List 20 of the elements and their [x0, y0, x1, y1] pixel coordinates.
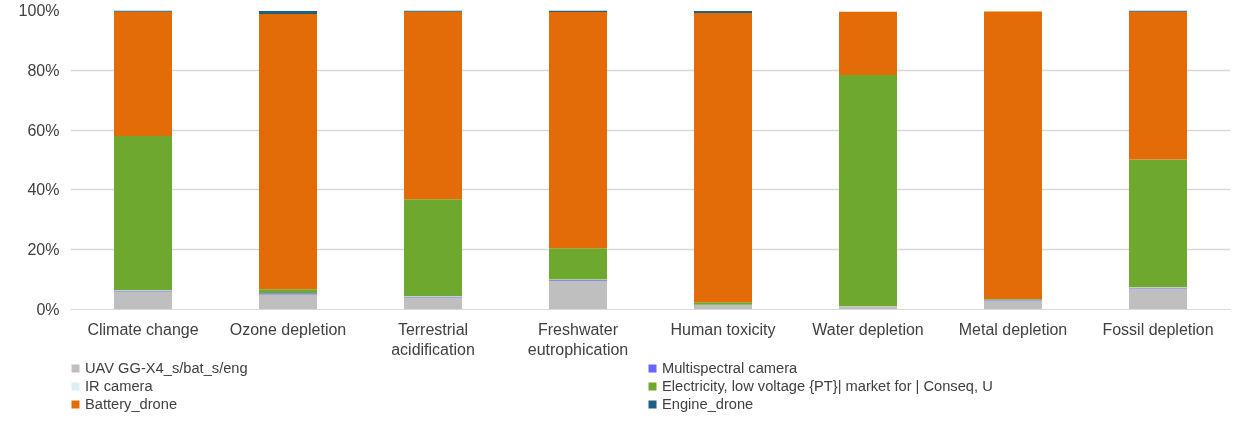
- legend-label: UAV GG-X4_s/bat_s/eng: [85, 360, 249, 376]
- x-tick-label: Climate change: [87, 320, 199, 338]
- x-tick-label: Freshwater eutrophication: [527, 320, 629, 358]
- y-tick-label: 80%: [27, 61, 60, 79]
- legend-label: IR camera: [85, 378, 154, 394]
- y-tick-label: 100%: [18, 2, 60, 19]
- x-tick-label: Fossil depletion: [1102, 320, 1214, 338]
- y-tick-label: 60%: [27, 121, 60, 139]
- y-tick-label: 40%: [27, 181, 60, 199]
- y-tick-label: 20%: [27, 241, 60, 259]
- legend-label: Electricity, low voltage {PT}| market for | Conseq, U: [662, 378, 994, 394]
- x-tick-label: Metal depletion: [958, 320, 1068, 338]
- x-tick-label: Water depletion: [812, 320, 924, 338]
- x-tick-label: Ozone depletion: [229, 320, 347, 338]
- y-tick-label: 0%: [36, 301, 60, 318]
- legend-label: Engine_drone: [662, 396, 755, 412]
- x-tick-label: Terrestrial acidification: [391, 320, 475, 358]
- legend-label: Battery_drone: [85, 396, 179, 412]
- legend-label: Multispectral camera: [662, 360, 799, 376]
- x-tick-label: Human toxicity: [670, 320, 776, 338]
